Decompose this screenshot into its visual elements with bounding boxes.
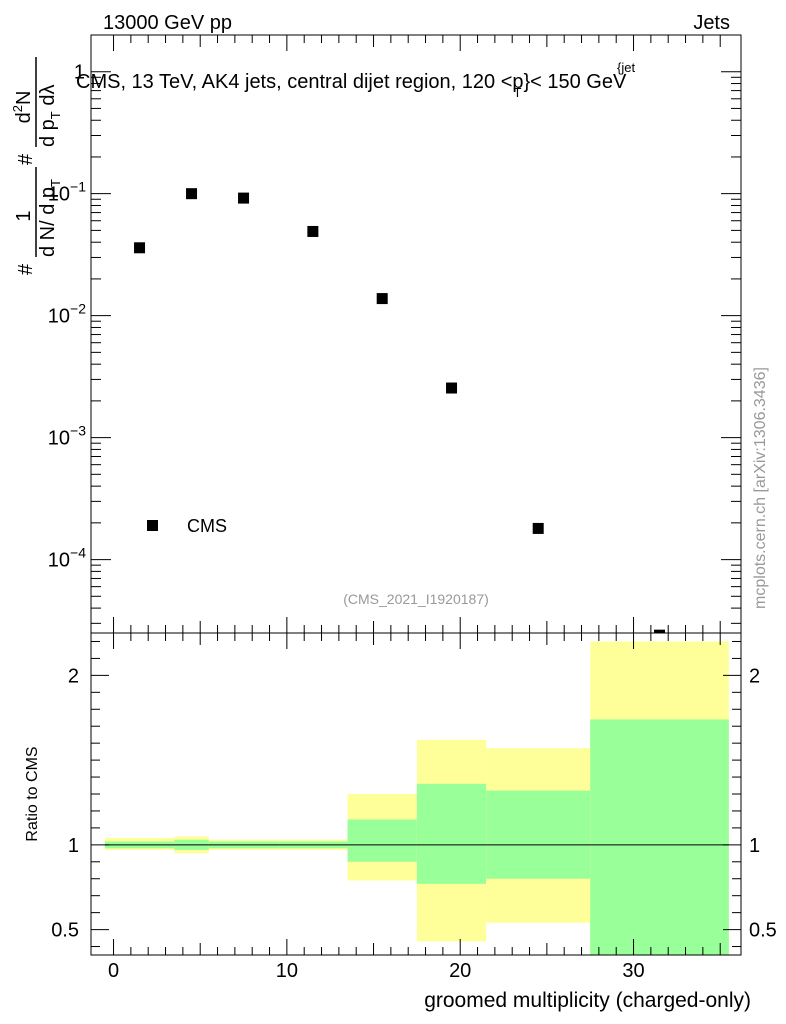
ratio-y-label: Ratio to CMS [24,746,41,841]
data-points [134,188,666,633]
ratio-x-tick-label-1: 10 [276,960,298,982]
ratio-x-axis: 0 10 20 30 [108,633,721,982]
legend-marker [147,520,158,531]
main-y-tick-label-1: 10−1 [48,179,86,206]
watermark: mcplots.cern.ch [arXiv:1306.3436] [752,367,769,609]
main-y-tick-label-4: 10−4 [48,545,86,572]
data-point-1 [186,188,198,200]
ratio-x-tick-label-3: 30 [622,960,644,982]
ratio-x-tick-label-2: 20 [449,960,471,982]
data-point-2 [238,192,250,204]
ylabel-denominator-1: d N/ d pT [37,179,63,257]
ratio-y-tick-label-1: 1 [68,835,79,857]
legend-label: CMS [187,516,227,536]
main-panel: CMS, 13 TeV, AK4 jets, central dijet reg… [48,34,742,634]
data-point-6 [532,522,544,534]
main-frame [90,34,742,634]
analysis-tag: (CMS_2021_I1920187) [343,591,489,607]
data-point-4 [376,293,388,305]
main-y-tick-label-2: 10−2 [48,301,86,328]
data-point-0 [134,242,146,254]
ratio-y-axis: 0.5 0.5 1 1 2 2 [51,640,777,948]
ratio-y-tick-label-right-1: 1 [749,835,760,857]
ratio-x-tick-label-0: 0 [108,960,119,982]
ylabel-hash-2: # [15,153,37,165]
ratio-band-green-6 [486,790,591,879]
main-y-tick-label-0: 1 [74,62,85,84]
ratio-band-green-5 [416,783,487,884]
ylabel-numerator-1: 1 [13,210,35,221]
x-axis-label: groomed multiplicity (charged-only) [424,989,751,1012]
ratio-y-tick-label-right-2: 2 [749,665,760,687]
data-point-3 [307,225,319,237]
ratio-y-tick-label-0: 0.5 [51,920,79,942]
ratio-panel: 0.5 0.5 1 1 2 2 0 10 20 30 Ratio to CMS groomed … [24,632,777,1012]
ylabel-hash-1: # [15,263,37,275]
ratio-y-tick-label-right-0: 0.5 [749,920,777,942]
main-x-axis [113,35,721,633]
data-point-5 [446,382,458,394]
plot-title: CMS, 13 TeV, AK4 jets, central dijet reg… [76,71,627,100]
ratio-y-tick-label-2: 2 [68,665,79,687]
plot-title-superscript: {jet [617,60,635,75]
header-right: Jets [693,12,730,34]
upper-y-axis-label: # 1 d N/ d pT # d2N d pT dλ [10,57,63,275]
ratio-band-green-7 [590,719,729,955]
ylabel-denominator-2: d pT dλ [37,85,63,147]
header-left: 13000 GeV pp [103,12,232,34]
ylabel-numerator-2: d2N [10,91,35,124]
ratio-bands [104,641,729,955]
ratio-band-green-4 [347,819,417,862]
data-point-7 [654,629,666,633]
main-y-tick-label-3: 10−3 [48,423,86,450]
main-y-axis: 1 10−1 10−2 10−3 10−4 [48,34,741,624]
